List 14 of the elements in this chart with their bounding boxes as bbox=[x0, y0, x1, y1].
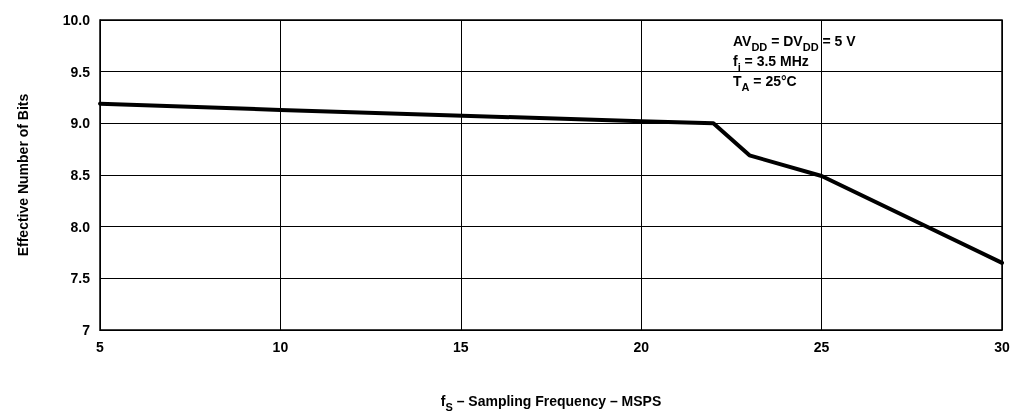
y-tick-label: 9.5 bbox=[70, 63, 91, 80]
x-tick-label: 5 bbox=[96, 339, 105, 355]
y-tick-label: 9.0 bbox=[70, 115, 91, 132]
x-tick-label: 20 bbox=[633, 339, 650, 355]
x-tick-label: 30 bbox=[994, 339, 1010, 355]
y-axis-title: Effective Number of Bits bbox=[15, 93, 31, 257]
y-tick-label: 7.5 bbox=[70, 270, 91, 287]
y-tick-label: 10.0 bbox=[62, 12, 91, 28]
y-tick-label: 8.0 bbox=[70, 218, 91, 235]
y-tick-label: 7 bbox=[82, 322, 91, 338]
x-tick-label: 25 bbox=[813, 339, 830, 355]
x-tick-label: 10 bbox=[272, 339, 289, 355]
x-tick-label: 15 bbox=[453, 339, 469, 355]
y-tick-label: 8.5 bbox=[70, 167, 91, 183]
